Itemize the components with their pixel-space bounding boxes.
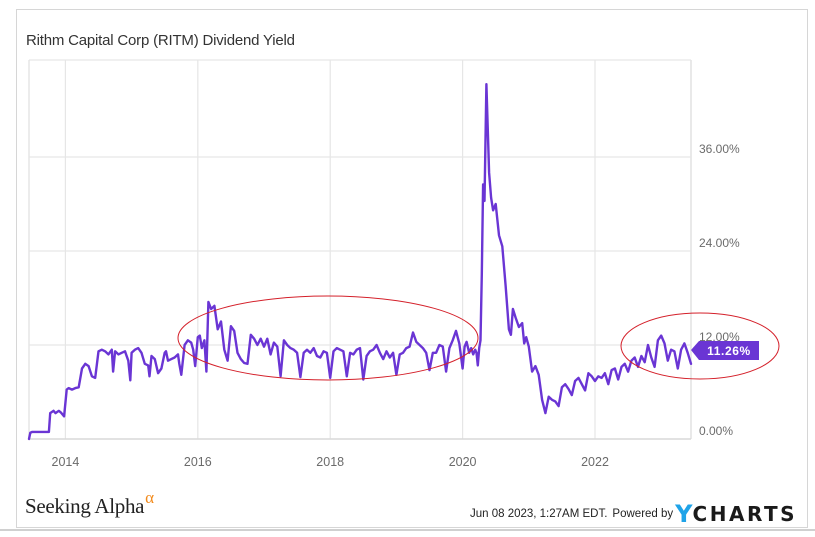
y-axis-tick-labels: 0.00% 12.00% 24.00% 36.00% (699, 142, 740, 438)
x-tick-label: 2020 (449, 455, 477, 469)
timestamp: Jun 08 2023, 1:27AM EDT. (469, 508, 608, 520)
ycharts-logo: Y CHARTS (675, 500, 797, 528)
ycharts-wordmark: CHARTS (692, 502, 797, 526)
bottom-divider (0, 529, 815, 531)
annotation-ellipse-current (620, 312, 780, 380)
x-axis-tick-labels: 2014 2016 2018 2020 2022 (52, 455, 609, 469)
x-tick-label: 2014 (52, 455, 80, 469)
chart-title: Rithm Capital Corp (RITM) Dividend Yield (26, 32, 295, 49)
seeking-alpha-logo-text: Seeking Alpha (25, 494, 145, 518)
plot-area (28, 59, 692, 440)
y-tick-label: 36.00% (699, 142, 740, 156)
x-tick-label: 2022 (581, 455, 609, 469)
x-tick-label: 2018 (316, 455, 344, 469)
current-value-badge: 11.26% (691, 341, 759, 360)
horizontal-gridlines (29, 156, 691, 346)
svg-text:11.26%: 11.26% (707, 344, 751, 358)
ycharts-y-icon: Y (675, 500, 693, 528)
powered-by-text: Powered by (612, 508, 674, 520)
y-tick-label: 0.00% (699, 424, 733, 438)
chart-footer: Jun 08 2023, 1:27AM EDT. Powered by Y CH… (470, 500, 797, 528)
chart-frame (16, 9, 808, 528)
vertical-gridlines (64, 60, 596, 439)
y-tick-label: 12.00% (699, 330, 740, 344)
annotation-ellipse-2016-2020 (177, 295, 479, 381)
seeking-alpha-logo: Seeking Alphaα (25, 488, 154, 519)
dividend-yield-line (27, 82, 693, 441)
x-tick-label: 2016 (184, 455, 212, 469)
alpha-icon: α (145, 488, 154, 507)
y-tick-label: 24.00% (699, 236, 740, 250)
